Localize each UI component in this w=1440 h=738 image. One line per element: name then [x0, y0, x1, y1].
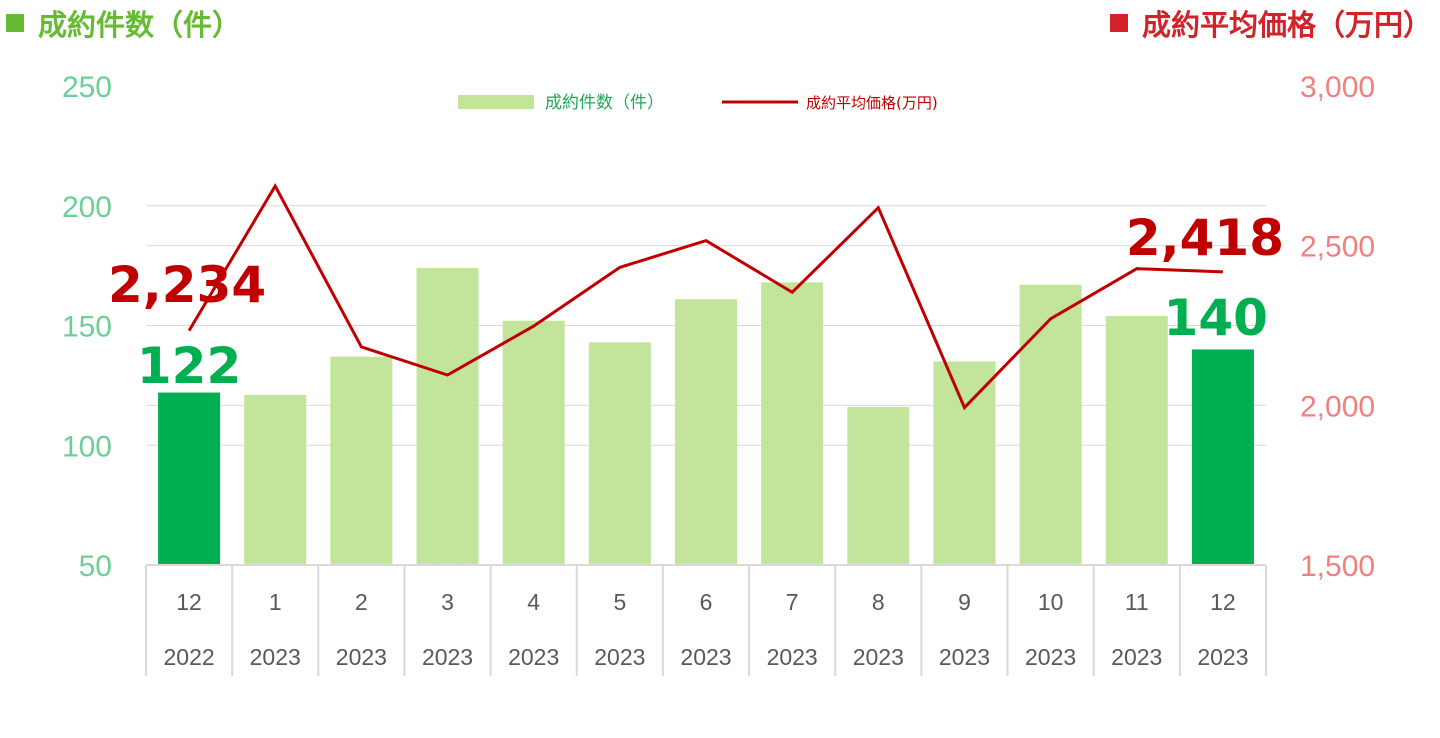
x-tick-label-year: 2023: [1025, 644, 1076, 670]
right-axis-title-text: 成約平均価格（万円）: [1141, 8, 1432, 42]
x-tick-label-year: 2023: [939, 644, 990, 670]
left-axis-title: 成約件数（件）: [6, 2, 241, 44]
x-tick-label-year: 2023: [680, 644, 731, 670]
x-tick-label-month: 2: [355, 589, 368, 615]
x-tick-label-month: 11: [1125, 589, 1149, 615]
x-tick-label-month: 4: [527, 589, 540, 615]
x-tick-label-year: 2023: [508, 644, 559, 670]
bar: [588, 342, 651, 565]
left-axis-tick-label: 100: [62, 430, 112, 463]
x-tick-label-month: 12: [176, 589, 202, 615]
red-square-icon: [1109, 14, 1128, 32]
count-data-label: 122: [137, 337, 241, 395]
x-tick-label-year: 2023: [1197, 644, 1248, 670]
left-axis-tick-label: 250: [62, 71, 112, 104]
x-tick-label-month: 6: [700, 589, 713, 615]
bar-highlight: [1191, 349, 1254, 565]
green-square-icon: [6, 14, 24, 32]
x-tick-label-year: 2023: [594, 644, 645, 670]
left-axis-title-text: 成約件数（件）: [38, 8, 242, 42]
bar: [416, 268, 479, 565]
x-tick-label-year: 2023: [767, 644, 818, 670]
bar-highlight: [158, 392, 221, 565]
x-tick-label-month: 9: [958, 589, 971, 615]
legend-swatch-bar: [458, 95, 534, 109]
x-tick-label-year: 2023: [422, 644, 473, 670]
x-tick-label-month: 5: [613, 589, 626, 615]
x-tick-label-month: 8: [872, 589, 885, 615]
bar: [761, 282, 824, 565]
bar: [502, 320, 565, 565]
left-axis-tick-label: 200: [62, 191, 112, 224]
bar: [1105, 315, 1168, 565]
left-axis-tick-label: 50: [79, 550, 112, 583]
bar: [675, 299, 737, 565]
bar: [1019, 284, 1082, 565]
right-axis-tick-label: 1,500: [1300, 550, 1375, 583]
legend-label-line: 成約平均価格(万円): [806, 94, 938, 112]
count-data-label: 140: [1164, 289, 1268, 347]
x-tick-label-month: 12: [1210, 589, 1236, 615]
price-data-label: 2,234: [108, 256, 266, 314]
right-axis-tick-label: 2,000: [1300, 390, 1375, 423]
x-tick-label-month: 7: [786, 589, 799, 615]
bar: [933, 361, 996, 565]
x-tick-label-year: 2022: [163, 644, 214, 670]
x-tick-label-year: 2023: [1111, 644, 1162, 670]
price-data-label: 2,418: [1126, 209, 1284, 267]
x-tick-label-year: 2023: [853, 644, 904, 670]
x-tick-label-month: 10: [1038, 589, 1064, 615]
legend-label-bar: 成約件数（件）: [545, 93, 664, 113]
x-tick-label-year: 2023: [250, 644, 301, 670]
left-axis-tick-label: 150: [62, 311, 112, 344]
right-axis-title: 成約平均価格（万円）: [1109, 2, 1432, 44]
price-line: [187, 182, 1223, 411]
right-axis-tick-label: 2,500: [1300, 231, 1375, 264]
x-tick-label-year: 2023: [336, 644, 387, 670]
right-axis-tick-label: 3,000: [1300, 71, 1375, 104]
bar: [330, 356, 393, 565]
x-tick-label-month: 1: [269, 589, 282, 615]
bar: [244, 394, 307, 565]
bar: [847, 406, 910, 565]
x-tick-label-month: 3: [441, 589, 454, 615]
